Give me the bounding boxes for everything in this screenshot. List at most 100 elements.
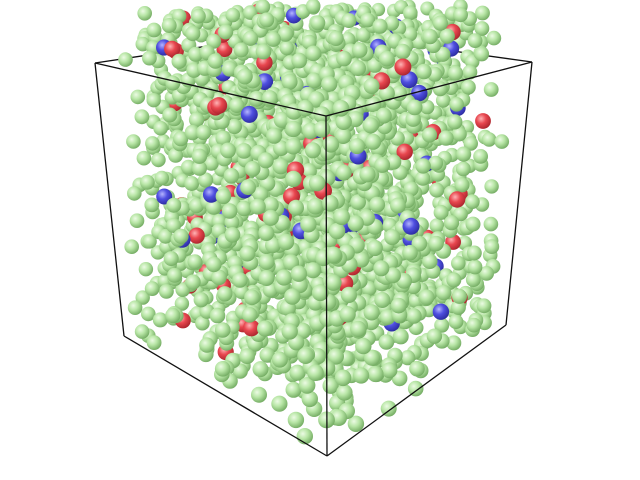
- green-particle: [420, 99, 435, 115]
- green-particle: [339, 306, 356, 323]
- box-edge: [325, 115, 328, 457]
- green-particle: [284, 288, 301, 305]
- green-particle: [240, 179, 256, 196]
- green-particle: [271, 351, 288, 368]
- green-particle: [206, 33, 222, 49]
- green-particle: [258, 225, 275, 241]
- green-particle: [481, 132, 497, 147]
- green-particle: [281, 73, 298, 90]
- green-particle: [432, 81, 448, 97]
- green-particle: [310, 15, 326, 31]
- green-particle: [433, 205, 449, 220]
- green-particle: [236, 143, 252, 159]
- green-particle: [334, 369, 352, 387]
- green-particle: [365, 133, 382, 150]
- green-particle: [375, 107, 392, 124]
- green-particle: [134, 109, 150, 125]
- green-particle: [321, 75, 338, 93]
- green-particle: [328, 222, 346, 240]
- green-particle: [236, 200, 252, 217]
- green-particle: [351, 42, 368, 58]
- green-particle: [221, 61, 238, 77]
- green-particle: [146, 335, 162, 350]
- blue-particle: [411, 84, 428, 102]
- green-particle: [129, 213, 145, 228]
- green-particle: [418, 289, 435, 306]
- green-particle: [360, 12, 376, 28]
- blue-particle: [240, 105, 258, 123]
- green-particle: [340, 286, 357, 303]
- red-particle: [396, 143, 413, 160]
- green-particle: [378, 334, 395, 350]
- green-particle: [483, 82, 499, 97]
- green-particle: [285, 381, 302, 398]
- green-particle: [476, 298, 492, 314]
- green-particle: [188, 112, 205, 128]
- green-particle: [334, 127, 352, 144]
- green-particle: [403, 5, 418, 21]
- green-particle: [154, 170, 170, 186]
- green-particle: [416, 63, 432, 80]
- green-particle: [486, 30, 502, 46]
- green-particle: [285, 170, 302, 188]
- green-particle: [311, 284, 329, 302]
- green-particle: [257, 152, 274, 169]
- green-particle: [447, 114, 463, 130]
- green-particle: [171, 53, 187, 69]
- box-edge: [94, 62, 125, 337]
- green-particle: [288, 199, 304, 216]
- green-particle: [300, 163, 317, 180]
- green-particle: [428, 155, 444, 171]
- green-particle: [400, 350, 416, 366]
- green-particle: [153, 120, 168, 136]
- green-particle: [363, 304, 380, 321]
- red-particle: [394, 58, 412, 76]
- green-particle: [217, 286, 233, 302]
- green-particle: [289, 364, 306, 381]
- green-particle: [335, 113, 352, 130]
- green-particle: [307, 364, 324, 382]
- green-particle: [297, 347, 314, 365]
- green-particle: [429, 218, 445, 234]
- green-particle: [167, 267, 183, 283]
- green-particle: [184, 124, 201, 141]
- green-particle: [279, 40, 294, 56]
- red-particle: [243, 319, 260, 337]
- green-particle: [188, 46, 204, 62]
- green-particle: [191, 148, 208, 164]
- green-particle: [473, 149, 488, 164]
- green-particle: [195, 315, 210, 331]
- green-particle: [195, 124, 212, 141]
- box-edge: [326, 324, 507, 457]
- green-particle: [436, 284, 452, 301]
- green-particle: [221, 203, 238, 219]
- green-particle: [291, 52, 308, 69]
- green-particle: [142, 50, 157, 66]
- green-particle: [322, 136, 340, 153]
- green-particle: [215, 130, 231, 146]
- green-particle: [415, 158, 431, 174]
- green-particle: [214, 322, 231, 338]
- green-particle: [336, 384, 353, 401]
- green-particle: [272, 158, 289, 175]
- green-particle: [266, 127, 283, 144]
- green-particle: [166, 218, 181, 233]
- green-particle: [239, 245, 256, 262]
- red-particle: [448, 191, 466, 208]
- green-particle: [350, 60, 366, 77]
- green-particle: [456, 146, 472, 162]
- green-particle: [225, 7, 241, 23]
- green-particle: [255, 43, 272, 60]
- green-particle: [220, 142, 236, 159]
- green-particle: [454, 177, 470, 193]
- green-particle: [185, 274, 201, 290]
- green-particle: [199, 337, 215, 353]
- green-particle: [474, 21, 490, 36]
- green-particle: [158, 228, 173, 244]
- green-particle: [409, 360, 425, 377]
- green-particle: [332, 100, 350, 117]
- green-particle: [439, 28, 455, 44]
- green-particle: [258, 253, 275, 270]
- green-particle: [159, 284, 174, 299]
